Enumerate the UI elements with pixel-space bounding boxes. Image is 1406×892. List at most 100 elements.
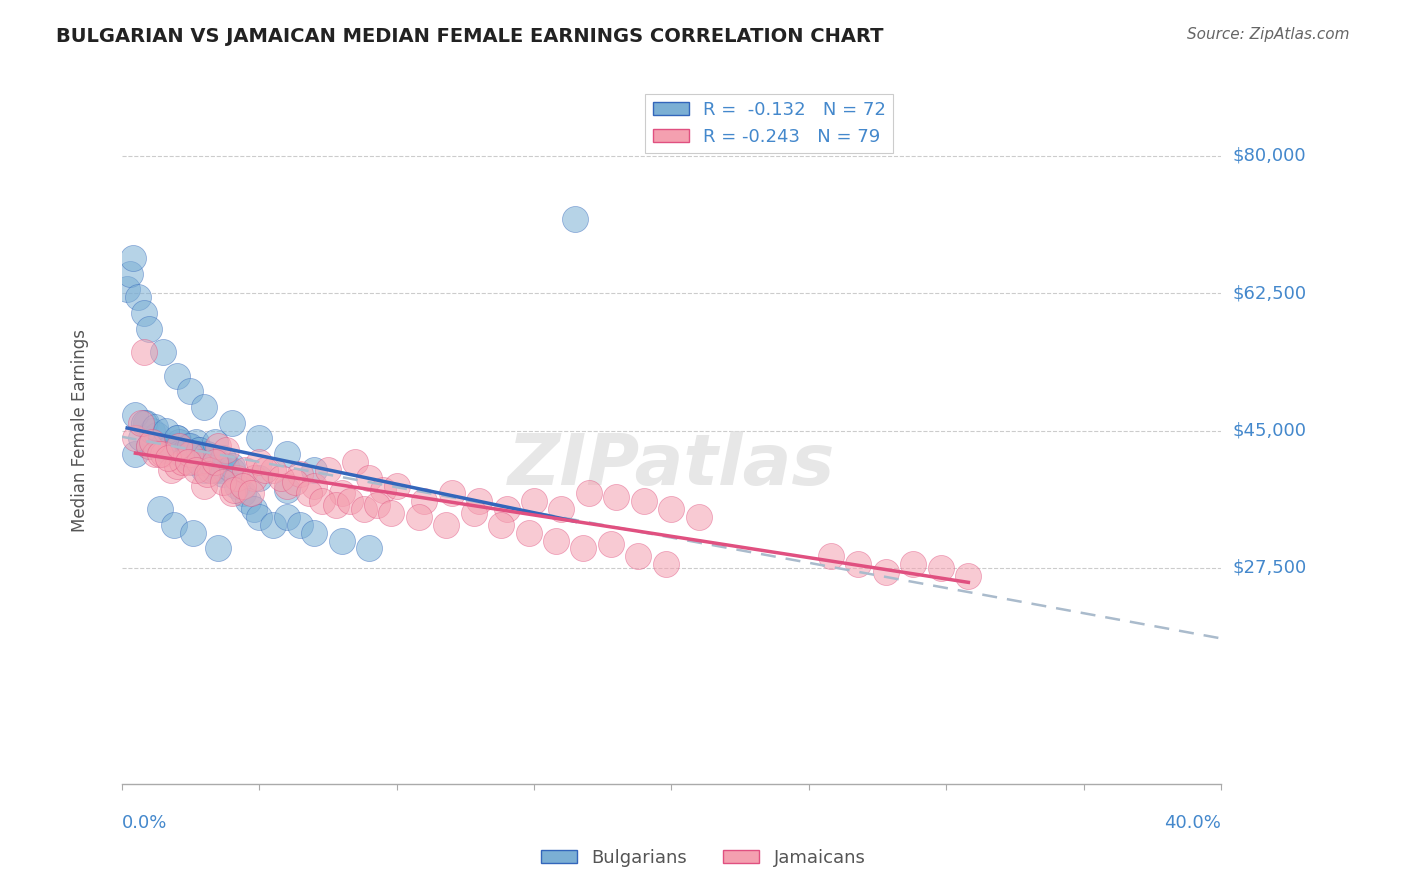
Point bbox=[221, 486, 243, 500]
Point bbox=[118, 267, 141, 281]
Point bbox=[187, 443, 209, 458]
Text: ZIPatlas: ZIPatlas bbox=[508, 432, 835, 500]
Point bbox=[179, 384, 201, 399]
Point bbox=[195, 447, 218, 461]
Text: Median Female Earnings: Median Female Earnings bbox=[70, 329, 89, 533]
Point bbox=[121, 251, 143, 265]
Point bbox=[236, 494, 259, 508]
Point bbox=[132, 416, 155, 430]
Point bbox=[247, 455, 270, 469]
Point bbox=[434, 517, 457, 532]
Point bbox=[215, 443, 238, 458]
Point bbox=[284, 475, 307, 489]
Point bbox=[544, 533, 567, 548]
Point bbox=[325, 498, 347, 512]
Point bbox=[209, 463, 232, 477]
Point bbox=[270, 471, 292, 485]
Point bbox=[385, 478, 408, 492]
Point bbox=[172, 447, 194, 461]
Point bbox=[232, 486, 254, 500]
Point bbox=[339, 494, 361, 508]
Point bbox=[207, 439, 229, 453]
Point bbox=[330, 533, 353, 548]
Point bbox=[221, 463, 243, 477]
Point bbox=[204, 435, 226, 450]
Point bbox=[276, 447, 298, 461]
Legend: Bulgarians, Jamaicans: Bulgarians, Jamaicans bbox=[533, 842, 873, 874]
Point bbox=[316, 463, 339, 477]
Point bbox=[138, 439, 160, 453]
Point bbox=[152, 439, 174, 453]
Text: BULGARIAN VS JAMAICAN MEDIAN FEMALE EARNINGS CORRELATION CHART: BULGARIAN VS JAMAICAN MEDIAN FEMALE EARN… bbox=[56, 27, 884, 45]
Point bbox=[124, 432, 146, 446]
Point bbox=[201, 458, 224, 473]
Point bbox=[129, 432, 152, 446]
Point bbox=[517, 525, 540, 540]
Point bbox=[239, 486, 262, 500]
Point bbox=[152, 447, 174, 461]
Point bbox=[290, 467, 312, 481]
Point bbox=[330, 486, 353, 500]
Text: $80,000: $80,000 bbox=[1233, 147, 1306, 165]
Point bbox=[290, 517, 312, 532]
Point bbox=[688, 510, 710, 524]
Point bbox=[408, 510, 430, 524]
Point bbox=[247, 471, 270, 485]
Point bbox=[468, 494, 491, 508]
Point bbox=[489, 517, 512, 532]
Point bbox=[440, 486, 463, 500]
Point bbox=[141, 424, 163, 438]
Point bbox=[371, 483, 394, 497]
Point bbox=[127, 290, 149, 304]
Point bbox=[115, 282, 138, 296]
Point bbox=[235, 463, 257, 477]
Point bbox=[578, 486, 600, 500]
Point bbox=[176, 455, 198, 469]
Point bbox=[302, 525, 325, 540]
Point bbox=[276, 483, 298, 497]
Point bbox=[262, 517, 284, 532]
Point bbox=[155, 424, 177, 438]
Point bbox=[242, 502, 264, 516]
Point bbox=[163, 517, 186, 532]
Point bbox=[172, 455, 194, 469]
Point bbox=[157, 451, 180, 466]
Point bbox=[179, 447, 201, 461]
Point bbox=[152, 345, 174, 359]
Point bbox=[600, 537, 623, 551]
Point bbox=[903, 557, 925, 571]
Point bbox=[366, 498, 388, 512]
Point bbox=[820, 549, 842, 564]
Point bbox=[190, 455, 212, 469]
Point bbox=[253, 463, 276, 477]
Text: $62,500: $62,500 bbox=[1233, 285, 1306, 302]
Point bbox=[138, 321, 160, 335]
Point bbox=[224, 483, 246, 497]
Point bbox=[132, 306, 155, 320]
Point bbox=[135, 416, 157, 430]
Point bbox=[302, 463, 325, 477]
Point bbox=[212, 475, 235, 489]
Point bbox=[181, 525, 204, 540]
Point bbox=[166, 432, 188, 446]
Point bbox=[124, 447, 146, 461]
Legend: R =  -0.132   N = 72, R = -0.243   N = 79: R = -0.132 N = 72, R = -0.243 N = 79 bbox=[645, 94, 893, 153]
Point bbox=[221, 416, 243, 430]
Point bbox=[627, 549, 650, 564]
Text: Source: ZipAtlas.com: Source: ZipAtlas.com bbox=[1187, 27, 1350, 42]
Point bbox=[226, 471, 249, 485]
Point bbox=[357, 471, 380, 485]
Point bbox=[187, 443, 209, 458]
Point bbox=[149, 502, 172, 516]
Point bbox=[160, 463, 183, 477]
Point bbox=[129, 416, 152, 430]
Point bbox=[413, 494, 436, 508]
Point bbox=[160, 439, 183, 453]
Point bbox=[564, 211, 586, 226]
Point bbox=[572, 541, 595, 556]
Point bbox=[132, 345, 155, 359]
Point bbox=[193, 463, 215, 477]
Point bbox=[138, 439, 160, 453]
Point bbox=[124, 408, 146, 422]
Point bbox=[146, 427, 169, 442]
